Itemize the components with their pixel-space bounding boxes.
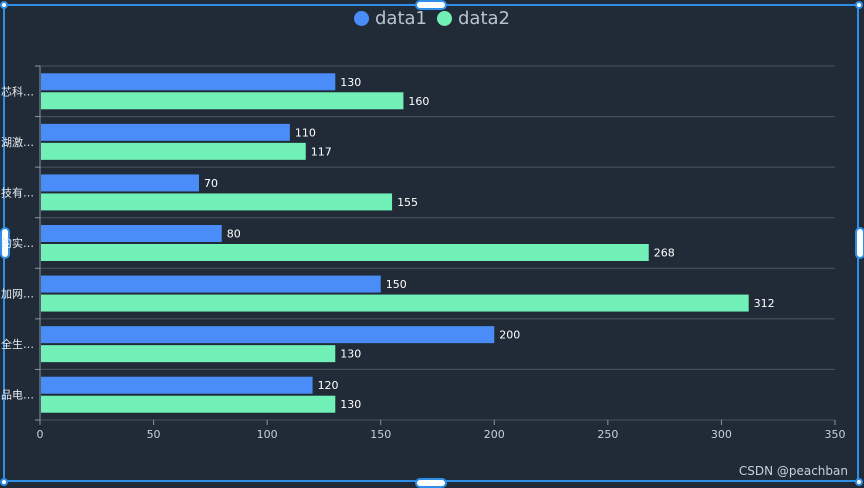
data-label-data1: 70 (204, 177, 218, 190)
x-tick-label: 100 (257, 428, 278, 441)
x-tick-label: 300 (711, 428, 732, 441)
bar-data2 (41, 142, 306, 160)
x-tick-label: 350 (825, 428, 846, 441)
x-tick-label: 0 (37, 428, 44, 441)
data-label-data2: 155 (397, 196, 418, 209)
data-label-data1: 150 (386, 278, 407, 291)
data-label-data1: 200 (499, 329, 520, 342)
chart-legend: data1 data2 (0, 8, 864, 29)
category-label: 全生… (1, 337, 34, 351)
resize-handle-bottom-left[interactable] (0, 478, 8, 486)
x-tick-label: 200 (484, 428, 505, 441)
x-tick-label: 50 (147, 428, 161, 441)
data-label-data2: 312 (754, 297, 775, 310)
category-label: 的实… (1, 236, 34, 250)
resize-handle-bottom-right[interactable] (855, 478, 863, 486)
bar-data2 (41, 395, 336, 413)
x-tick-label: 150 (370, 428, 391, 441)
data-label-data2: 117 (311, 145, 332, 158)
bar-data1 (41, 73, 336, 91)
bar-data2 (41, 345, 336, 363)
data-label-data1: 130 (340, 76, 361, 89)
category-label: 技有… (1, 185, 34, 199)
resize-handle-bottom[interactable] (415, 478, 447, 488)
legend-marker-data2 (437, 11, 452, 26)
bar-data2 (41, 294, 749, 312)
bar-data1 (41, 123, 290, 141)
legend-item-data1[interactable]: data1 (354, 8, 427, 29)
x-tick-label: 250 (597, 428, 618, 441)
resize-handle-top-left[interactable] (0, 1, 8, 9)
data-label-data1: 110 (295, 126, 316, 139)
data-label-data1: 80 (227, 228, 241, 241)
category-label: 芯科… (1, 84, 34, 98)
legend-item-data2[interactable]: data2 (437, 8, 510, 29)
legend-marker-data1 (354, 11, 369, 26)
resize-handle-top[interactable] (415, 0, 447, 10)
bar-data1 (41, 326, 495, 344)
bar-data2 (41, 92, 404, 110)
data-label-data2: 130 (340, 398, 361, 411)
bar-data1 (41, 275, 381, 293)
bar-data2 (41, 244, 649, 261)
resize-handle-left[interactable] (0, 227, 10, 259)
data-label-data2: 268 (654, 247, 675, 260)
bar-data2 (41, 193, 393, 211)
category-label: 湖激… (1, 135, 34, 149)
category-label: 加网… (1, 288, 34, 301)
data-label-data1: 120 (318, 379, 339, 392)
legend-label-data2: data2 (458, 8, 510, 29)
data-label-data2: 130 (340, 348, 361, 361)
data-label-data2: 160 (408, 95, 429, 108)
bar-data1 (41, 174, 199, 192)
legend-label-data1: data1 (375, 8, 427, 29)
bar-data1 (41, 225, 222, 242)
resize-handle-top-right[interactable] (855, 1, 863, 9)
category-label: 品电… (1, 389, 34, 402)
watermark: CSDN @peachban (738, 464, 848, 478)
bar-data1 (41, 376, 313, 394)
